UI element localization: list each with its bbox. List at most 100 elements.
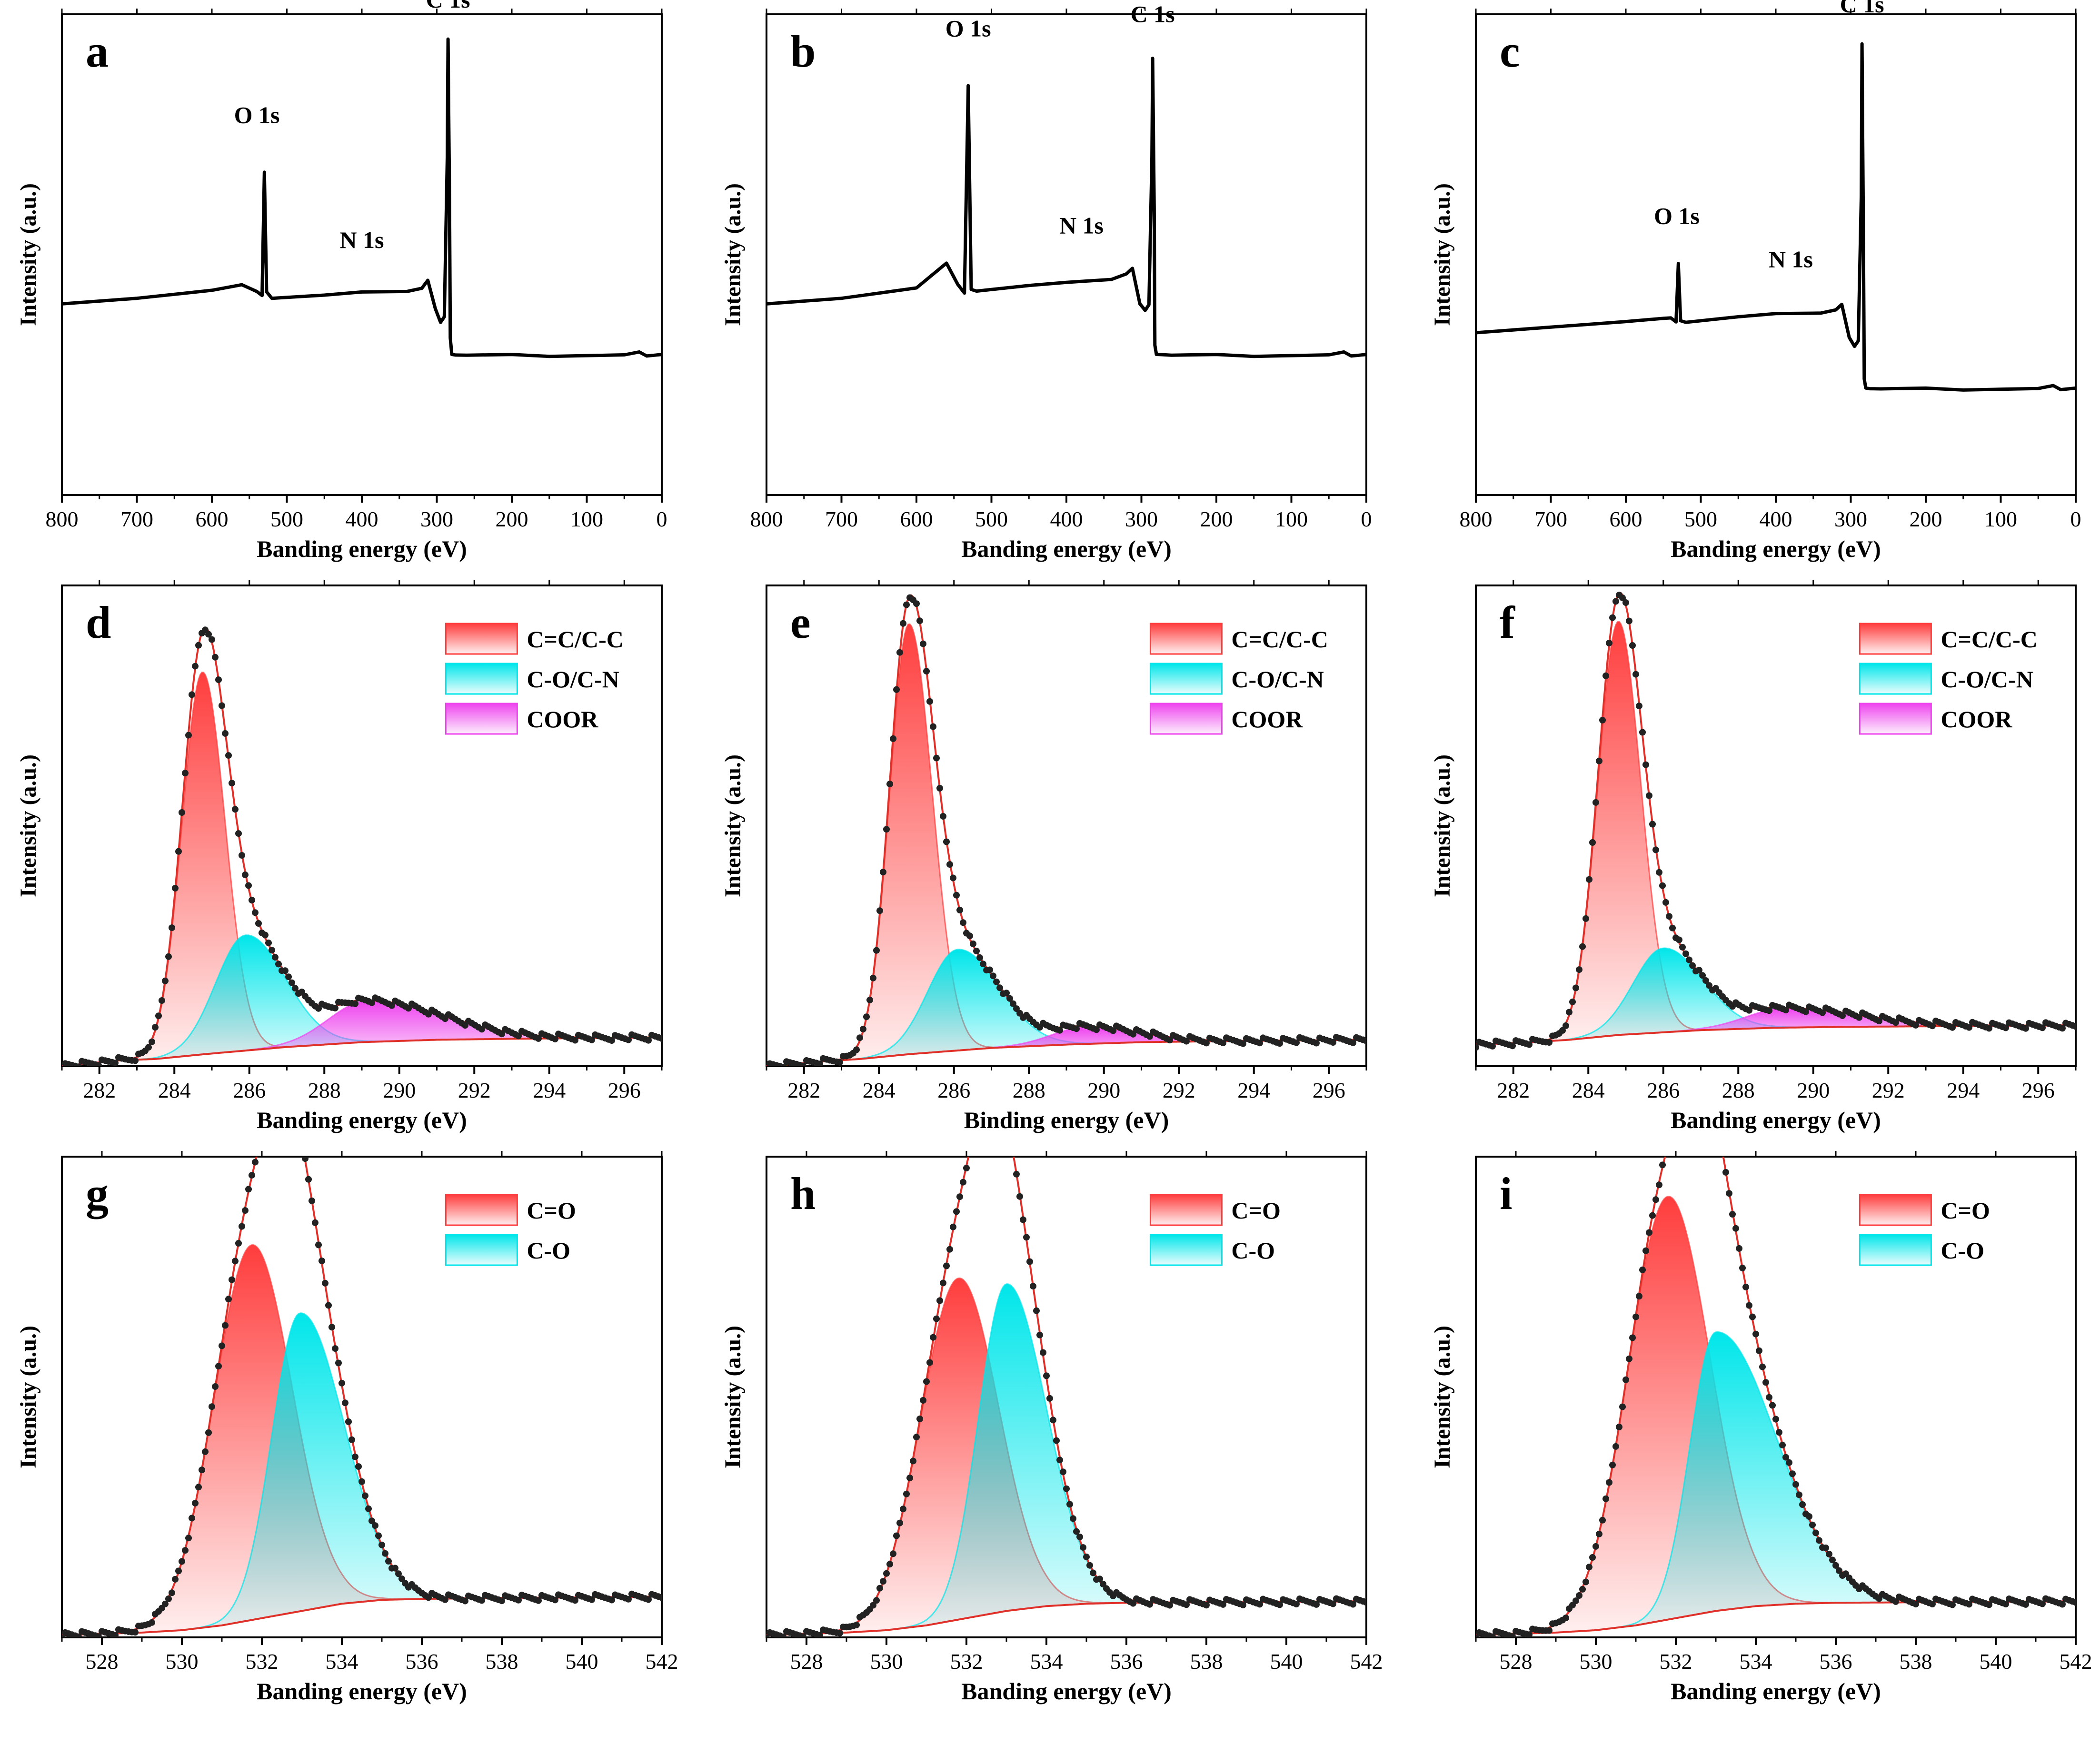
data-point-i xyxy=(1599,1516,1606,1524)
data-point-i xyxy=(1702,1070,1709,1076)
x-tick-label-c-700: 700 xyxy=(1534,507,1567,531)
data-point-g xyxy=(259,1135,265,1142)
x-tick-label-i-530: 530 xyxy=(1580,1649,1612,1674)
data-point-e xyxy=(883,826,890,833)
data-point-f xyxy=(1612,598,1619,605)
peak-annotation-a-0: O 1s xyxy=(234,101,280,128)
x-tick-label-g-540: 540 xyxy=(566,1649,598,1674)
plot-area-b xyxy=(766,57,1366,358)
data-point-g xyxy=(285,1088,292,1095)
data-point-g xyxy=(375,1532,382,1539)
data-point-f xyxy=(1563,1022,1569,1029)
data-point-i xyxy=(2022,1601,2029,1608)
x-axis-label-b: Banding energy (eV) xyxy=(961,535,1172,562)
data-point-d xyxy=(269,947,275,954)
plot-area-i xyxy=(1476,1070,2076,1637)
data-point-d xyxy=(658,1035,662,1042)
panel-letter-g: g xyxy=(86,1168,109,1219)
data-point-d xyxy=(159,997,165,1004)
x-tick-label-h-534: 534 xyxy=(1030,1649,1063,1674)
data-point-d xyxy=(368,999,375,1006)
data-point-i xyxy=(1546,1627,1553,1634)
axes-frame-i xyxy=(1475,1156,2077,1638)
data-point-f xyxy=(1626,617,1632,624)
data-point-h xyxy=(893,1532,900,1539)
data-point-f xyxy=(1622,599,1629,606)
data-point-e xyxy=(1003,990,1010,997)
data-point-i xyxy=(1619,1403,1626,1410)
x-tick-label-h-536: 536 xyxy=(1110,1649,1143,1674)
data-point-d xyxy=(235,830,242,837)
data-point-d xyxy=(289,979,295,986)
data-point-e xyxy=(1006,995,1013,1002)
data-point-e xyxy=(923,668,930,675)
data-point-f xyxy=(1876,1018,1882,1024)
component-area-f-2 xyxy=(1476,1008,2076,1045)
data-point-e xyxy=(880,869,886,876)
legend-swatch-e-1 xyxy=(1149,663,1223,695)
data-point-f xyxy=(1589,839,1596,846)
x-tick-label-g-542: 542 xyxy=(646,1649,678,1674)
data-point-g xyxy=(352,1453,358,1460)
data-point-d xyxy=(239,852,245,859)
data-point-h xyxy=(940,1279,946,1287)
legend-label-d-0: C=C/C-C xyxy=(527,626,623,653)
data-point-e xyxy=(1256,1040,1263,1047)
data-point-d xyxy=(75,1063,82,1066)
data-point-i xyxy=(1662,1149,1669,1156)
data-point-f xyxy=(2039,1024,2046,1031)
panel-letter-e: e xyxy=(790,597,811,648)
data-point-g xyxy=(645,1596,652,1603)
data-point-g xyxy=(282,1083,289,1090)
plot-area-f xyxy=(1476,592,2076,1051)
peak-annotation-a-2: C 1s xyxy=(426,0,470,13)
spectrum-line-b-0 xyxy=(766,57,1366,358)
data-point-g xyxy=(535,1597,542,1604)
x-tick-label-i-534: 534 xyxy=(1740,1649,1772,1674)
data-point-i xyxy=(1739,1265,1746,1271)
data-point-i xyxy=(1563,1615,1569,1622)
data-point-d xyxy=(352,1000,358,1007)
data-point-h xyxy=(870,1602,876,1609)
data-point-h xyxy=(923,1378,930,1385)
data-point-f xyxy=(1746,1007,1752,1014)
data-point-f xyxy=(1566,1009,1573,1016)
plot-area-h xyxy=(766,1145,1366,1637)
x-tick-label-b-300: 300 xyxy=(1125,507,1158,531)
data-point-f xyxy=(1706,982,1712,989)
data-point-i xyxy=(1829,1556,1836,1564)
y-axis-label-e: Intensity (a.u.) xyxy=(720,754,746,897)
data-point-e xyxy=(863,1013,870,1021)
data-point-h xyxy=(1240,1601,1246,1608)
data-point-h xyxy=(960,1179,966,1186)
x-tick-label-d-284: 284 xyxy=(158,1078,191,1102)
data-point-h xyxy=(1256,1601,1263,1608)
data-point-e xyxy=(870,974,876,981)
peak-annotation-c-1: N 1s xyxy=(1769,246,1813,272)
data-point-g xyxy=(355,1463,362,1470)
x-tick-label-c-300: 300 xyxy=(1834,507,1867,531)
data-point-g xyxy=(75,1633,82,1637)
data-point-i xyxy=(1779,1442,1786,1448)
data-point-f xyxy=(1702,977,1709,984)
data-point-i xyxy=(1749,1313,1756,1320)
x-tick-label-i-532: 532 xyxy=(1660,1649,1692,1674)
data-point-f xyxy=(2059,1025,2066,1032)
data-point-e xyxy=(1293,1039,1300,1046)
x-tick-label-c-0: 0 xyxy=(2070,507,2081,531)
data-point-e xyxy=(913,600,920,607)
data-point-i xyxy=(1799,1501,1806,1508)
data-point-f xyxy=(1596,757,1602,764)
data-point-g xyxy=(328,1324,335,1331)
x-tick-label-a-800: 800 xyxy=(46,507,79,531)
x-axis-label-i: Banding energy (eV) xyxy=(1671,1678,1881,1704)
legend-label-f-2: COOR xyxy=(1941,706,2012,733)
legend-swatch-d-1 xyxy=(445,663,518,695)
data-point-d xyxy=(149,1038,155,1045)
data-point-h xyxy=(900,1506,906,1513)
data-point-h xyxy=(886,1561,893,1568)
plot-area-a xyxy=(62,37,662,358)
data-point-h xyxy=(966,1145,973,1151)
legend-label-f-1: C-O/C-N xyxy=(1941,666,2033,693)
